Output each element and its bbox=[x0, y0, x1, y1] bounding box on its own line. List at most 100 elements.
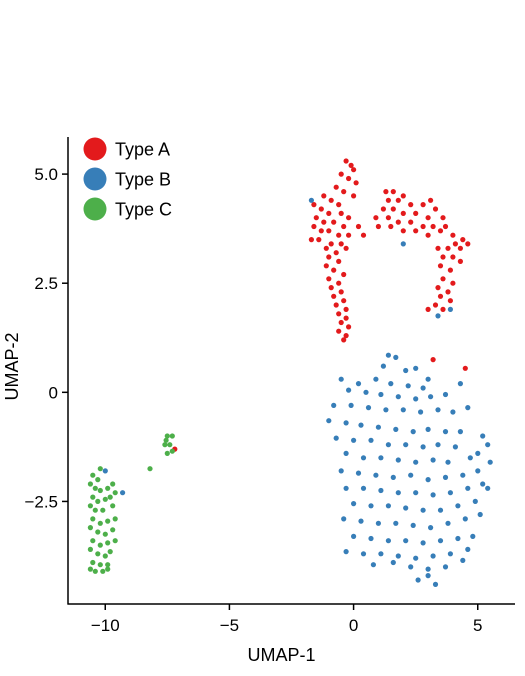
data-point bbox=[385, 538, 391, 544]
data-point bbox=[420, 202, 426, 208]
data-point bbox=[440, 254, 446, 260]
data-point bbox=[390, 206, 396, 212]
data-point bbox=[351, 501, 357, 507]
data-point bbox=[97, 487, 103, 494]
x-tick-label: 0 bbox=[349, 616, 358, 635]
data-point bbox=[341, 337, 347, 343]
data-point bbox=[425, 215, 431, 221]
data-point bbox=[110, 527, 116, 533]
data-point bbox=[333, 435, 339, 441]
data-point bbox=[435, 442, 441, 448]
data-point bbox=[425, 376, 431, 382]
data-point bbox=[408, 472, 414, 478]
data-point bbox=[437, 293, 444, 299]
data-point bbox=[87, 566, 93, 572]
axes: −10 −5 0 5 −2.5 0 2.5 5.0 bbox=[24, 137, 515, 635]
data-point bbox=[336, 311, 342, 317]
data-point bbox=[336, 232, 342, 238]
data-point bbox=[348, 402, 354, 408]
data-point bbox=[480, 433, 486, 439]
data-point bbox=[450, 409, 456, 415]
data-point bbox=[447, 267, 453, 273]
data-point bbox=[390, 474, 396, 480]
data-point bbox=[425, 426, 431, 432]
data-point bbox=[442, 564, 449, 570]
data-point bbox=[87, 525, 93, 531]
data-point bbox=[413, 365, 419, 371]
data-point bbox=[393, 426, 399, 432]
data-point bbox=[343, 333, 349, 339]
data-point bbox=[460, 472, 466, 478]
data-point bbox=[343, 245, 349, 251]
data-point bbox=[445, 245, 451, 251]
data-point bbox=[413, 210, 419, 216]
data-point bbox=[395, 219, 401, 225]
data-point bbox=[328, 197, 334, 203]
data-point bbox=[383, 407, 389, 413]
data-point bbox=[336, 258, 342, 264]
data-point bbox=[355, 470, 362, 476]
data-point bbox=[163, 437, 169, 443]
data-point bbox=[107, 549, 113, 555]
data-point bbox=[351, 193, 357, 199]
data-point bbox=[341, 298, 347, 304]
data-point bbox=[435, 245, 441, 251]
data-point bbox=[90, 494, 96, 500]
data-point bbox=[316, 237, 322, 243]
data-point bbox=[164, 433, 170, 439]
data-point bbox=[321, 219, 327, 225]
data-point bbox=[346, 215, 352, 221]
data-point bbox=[410, 522, 416, 529]
data-point bbox=[97, 520, 103, 526]
data-point bbox=[321, 193, 327, 199]
data-point bbox=[450, 280, 456, 286]
points-layer bbox=[87, 158, 493, 588]
data-point bbox=[430, 492, 436, 498]
data-point bbox=[408, 202, 414, 208]
data-point bbox=[353, 180, 359, 186]
data-point bbox=[420, 223, 426, 230]
data-point bbox=[338, 468, 344, 474]
data-point bbox=[100, 568, 106, 574]
data-point bbox=[375, 223, 381, 230]
data-point bbox=[420, 507, 426, 513]
data-point bbox=[388, 223, 394, 230]
series-type-b bbox=[102, 197, 493, 588]
data-point bbox=[102, 496, 108, 502]
data-point bbox=[375, 424, 381, 430]
data-point bbox=[435, 285, 441, 291]
x-tick-label: 5 bbox=[473, 616, 482, 635]
data-point bbox=[400, 210, 406, 216]
legend-item-type-a: Type A bbox=[83, 137, 170, 161]
data-point bbox=[400, 228, 406, 234]
data-point bbox=[360, 551, 367, 557]
data-point bbox=[428, 394, 434, 400]
data-point bbox=[378, 487, 384, 494]
data-point bbox=[97, 466, 103, 472]
data-point bbox=[442, 429, 449, 435]
legend-swatch bbox=[83, 197, 107, 221]
data-point bbox=[380, 206, 386, 212]
y-tick-label: −2.5 bbox=[24, 492, 58, 511]
data-point bbox=[338, 376, 344, 382]
data-point bbox=[383, 189, 389, 195]
data-point bbox=[445, 520, 451, 526]
data-point bbox=[465, 485, 471, 491]
data-point bbox=[311, 223, 317, 230]
data-point bbox=[147, 466, 153, 472]
data-point bbox=[472, 498, 478, 504]
data-point bbox=[485, 485, 491, 491]
data-point bbox=[360, 232, 367, 238]
data-point bbox=[343, 306, 349, 312]
data-point bbox=[390, 189, 396, 195]
data-point bbox=[373, 472, 379, 478]
data-point bbox=[358, 422, 364, 428]
legend-item-type-b: Type B bbox=[83, 167, 171, 191]
legend-label: Type B bbox=[115, 170, 171, 190]
data-point bbox=[95, 551, 101, 557]
data-point bbox=[326, 210, 332, 216]
data-point bbox=[351, 437, 357, 443]
data-point bbox=[405, 383, 411, 389]
data-point bbox=[450, 254, 456, 260]
data-point bbox=[428, 525, 434, 531]
